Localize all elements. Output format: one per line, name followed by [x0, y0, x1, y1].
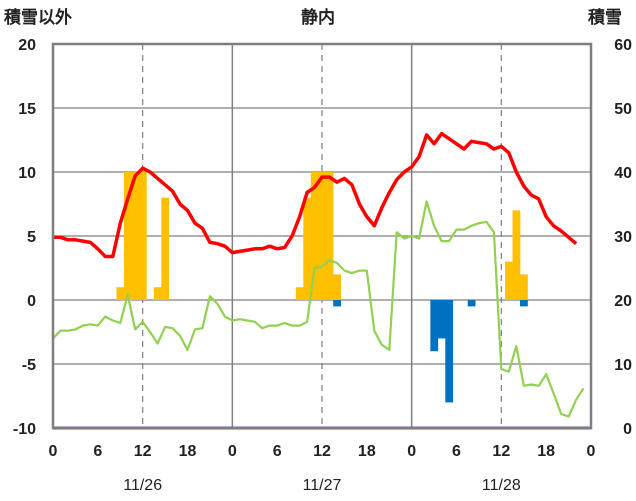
axis-labels: 積雪以外 静内 積雪	[4, 7, 622, 27]
x-date-label: 11/27	[303, 477, 342, 494]
precip-bar	[303, 197, 312, 300]
snow-change-bar	[430, 300, 439, 352]
x-hour-tick-label: 18	[179, 443, 197, 460]
temperature-line	[53, 131, 578, 259]
precip-bar	[131, 172, 140, 300]
x-hour-tick-label: 18	[537, 443, 555, 460]
y-left-tick-label: 10	[18, 165, 36, 182]
snow-change-bar	[467, 300, 476, 307]
precip-bar	[138, 172, 147, 300]
x-hour-tick-label: 12	[492, 443, 510, 460]
x-date-label: 11/28	[482, 477, 521, 494]
x-hour-tick-label: 12	[134, 443, 152, 460]
precip-bar	[505, 261, 513, 300]
precip-bar	[153, 287, 162, 300]
bars-layer	[116, 172, 528, 403]
y-right-tick-label: 60	[614, 37, 632, 54]
green-series-line	[52, 200, 585, 418]
precip-bar	[123, 172, 132, 300]
y-left-tick-label: -10	[13, 421, 36, 438]
precip-bar	[333, 274, 341, 300]
y-left-tick-label: 5	[27, 229, 36, 246]
x-hour-tick-label: 0	[587, 443, 596, 460]
y-right-label: 積雪	[588, 7, 622, 27]
x-hour-tick-label: 0	[407, 443, 416, 460]
y-left-tick-label: -5	[22, 357, 36, 374]
x-hour-tick-label: 6	[452, 443, 461, 460]
y-right-tick-label: 40	[614, 165, 632, 182]
y-right-tick-label: 20	[614, 293, 632, 310]
x-hour-tick-label: 0	[49, 443, 58, 460]
y-left-tick-label: 15	[18, 101, 36, 118]
y-left-tick-label: 20	[18, 37, 36, 54]
snow-change-bar	[520, 300, 528, 307]
precip-bar	[161, 197, 170, 300]
y-right-tick-label: 50	[614, 101, 632, 118]
x-hour-tick-label: 12	[313, 443, 331, 460]
y-right-tick-label: 0	[623, 421, 632, 438]
snow-change-bar	[445, 300, 454, 403]
precip-bar	[295, 287, 304, 300]
precip-bar	[116, 287, 125, 300]
precip-bar	[512, 210, 521, 300]
x-date-label: 11/26	[123, 477, 162, 494]
plot-frame	[51, 42, 593, 430]
snow-change-bar	[333, 300, 341, 307]
precip-bar	[318, 172, 327, 300]
precip-bar	[310, 172, 319, 300]
precip-bar	[520, 274, 528, 300]
x-hour-tick-label: 6	[93, 443, 102, 460]
chart-title: 静内	[301, 7, 335, 27]
x-hour-tick-label: 6	[273, 443, 282, 460]
snow-change-bar	[437, 300, 446, 339]
y-left-tick-label: 0	[27, 293, 36, 310]
y-right-tick-label: 30	[614, 229, 632, 246]
plot-border	[51, 42, 593, 430]
x-hour-tick-label: 18	[358, 443, 376, 460]
y-right-tick-label: 10	[614, 357, 632, 374]
x-hour-tick-label: 0	[228, 443, 237, 460]
y-left-label: 積雪以外	[4, 7, 72, 27]
precip-bar	[325, 172, 334, 300]
